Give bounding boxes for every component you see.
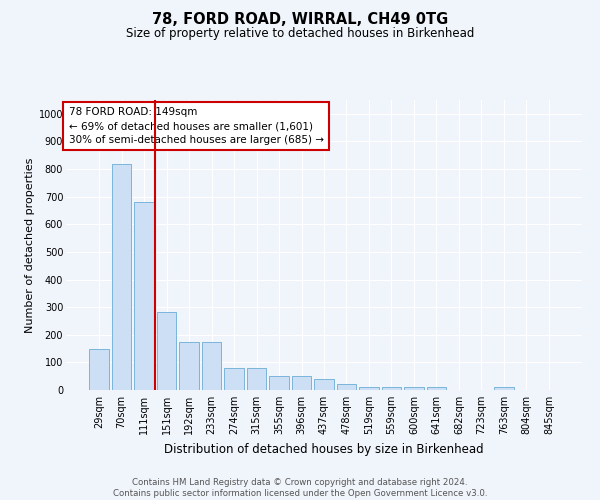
Bar	[112, 164, 131, 390]
Bar	[247, 368, 266, 390]
Text: Contains HM Land Registry data © Crown copyright and database right 2024.
Contai: Contains HM Land Registry data © Crown c…	[113, 478, 487, 498]
Text: 78, FORD ROAD, WIRRAL, CH49 0TG: 78, FORD ROAD, WIRRAL, CH49 0TG	[152, 12, 448, 28]
Bar	[202, 342, 221, 390]
Bar	[359, 387, 379, 390]
Bar	[314, 379, 334, 390]
Bar	[179, 342, 199, 390]
Bar	[494, 387, 514, 390]
Bar	[292, 376, 311, 390]
X-axis label: Distribution of detached houses by size in Birkenhead: Distribution of detached houses by size …	[164, 442, 484, 456]
Bar	[269, 376, 289, 390]
Bar	[157, 312, 176, 390]
Text: Size of property relative to detached houses in Birkenhead: Size of property relative to detached ho…	[126, 28, 474, 40]
Bar	[427, 387, 446, 390]
Bar	[134, 202, 154, 390]
Y-axis label: Number of detached properties: Number of detached properties	[25, 158, 35, 332]
Bar	[224, 368, 244, 390]
Text: 78 FORD ROAD: 149sqm
← 69% of detached houses are smaller (1,601)
30% of semi-de: 78 FORD ROAD: 149sqm ← 69% of detached h…	[68, 108, 323, 146]
Bar	[89, 349, 109, 390]
Bar	[404, 387, 424, 390]
Bar	[382, 387, 401, 390]
Bar	[337, 384, 356, 390]
